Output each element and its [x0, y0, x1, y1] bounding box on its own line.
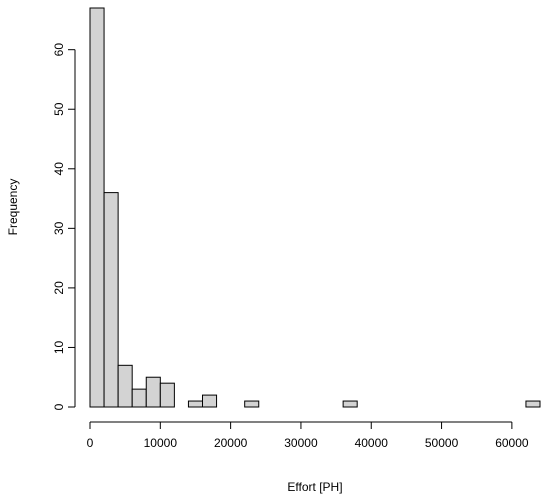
histogram-bar — [145, 376, 161, 408]
x-tick-label: 0 — [87, 436, 94, 450]
x-axis: 0 10000 20000 30000 40000 50000 60000 — [87, 421, 529, 450]
histogram-bar — [342, 400, 358, 408]
histogram-bar — [103, 192, 119, 408]
x-tick-label: 40000 — [355, 436, 389, 450]
y-tick-label: 40 — [52, 162, 66, 176]
x-axis-title: Effort [PH] — [287, 480, 342, 494]
histogram-bar — [525, 400, 541, 408]
y-tick-label: 30 — [52, 221, 66, 235]
y-axis-title: Frequency — [6, 179, 20, 236]
histogram-bars — [89, 7, 541, 408]
x-tick-label: 50000 — [425, 436, 459, 450]
histogram-bar — [117, 364, 133, 408]
x-tick-label: 60000 — [495, 436, 529, 450]
y-tick-label: 10 — [52, 340, 66, 354]
y-tick-label: 50 — [52, 102, 66, 116]
histogram-bar — [244, 400, 260, 408]
histogram-bar — [202, 394, 218, 408]
histogram-bar — [89, 7, 105, 408]
x-tick-label: 30000 — [284, 436, 318, 450]
y-tick-label: 0 — [52, 403, 66, 410]
y-axis: 0 10 20 30 40 50 60 — [52, 43, 76, 410]
y-tick-label: 60 — [52, 43, 66, 57]
y-tick-label: 20 — [52, 281, 66, 295]
x-tick-label: 20000 — [214, 436, 248, 450]
histogram-bar — [159, 382, 175, 408]
histogram-bar — [187, 400, 203, 408]
histogram-bar — [131, 388, 147, 408]
x-tick-label: 10000 — [144, 436, 178, 450]
